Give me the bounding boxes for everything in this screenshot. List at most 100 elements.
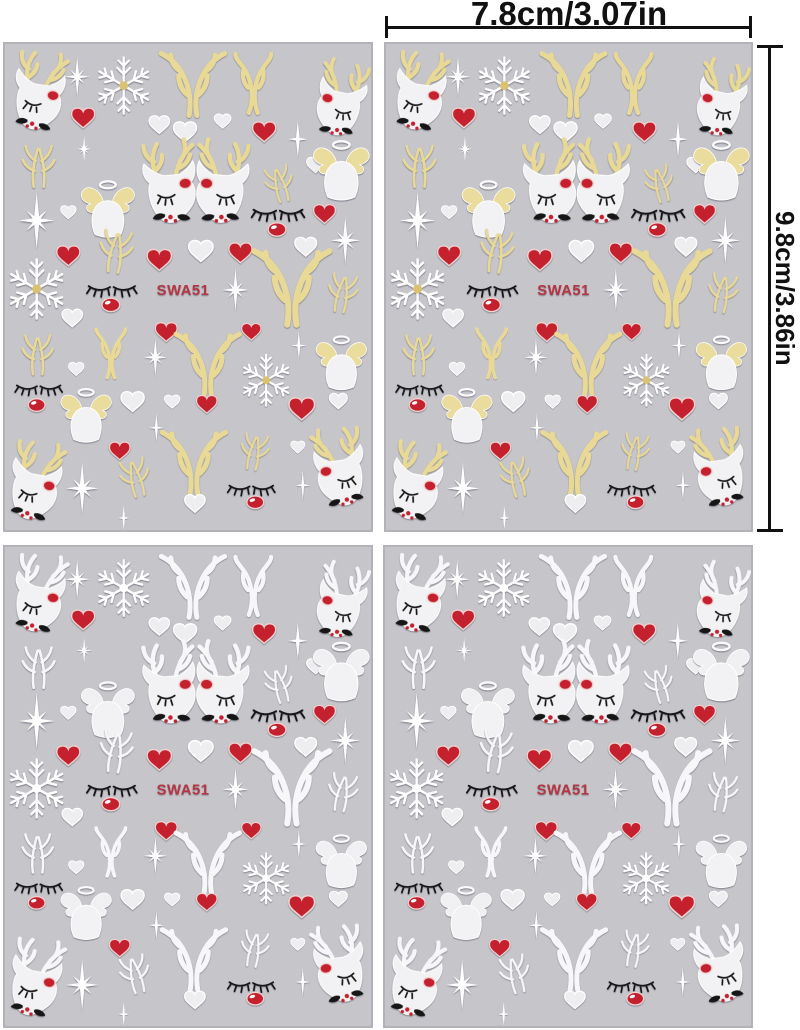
sparkle-sticker bbox=[75, 136, 93, 163]
white-heart-sticker bbox=[60, 705, 77, 721]
white-heart-sticker bbox=[68, 361, 85, 377]
antler-sticker bbox=[538, 553, 608, 620]
white-heart-sticker bbox=[184, 494, 206, 514]
sparkle-sticker bbox=[330, 717, 361, 765]
white-heart-sticker bbox=[213, 615, 232, 631]
reindeer-sticker bbox=[390, 936, 448, 1017]
antler-sticker bbox=[99, 228, 134, 274]
reindeer-sticker bbox=[15, 49, 70, 131]
red-heart-sticker bbox=[534, 821, 558, 842]
antler-sticker bbox=[620, 929, 650, 968]
red-heart-sticker bbox=[451, 107, 477, 129]
sparkle-sticker bbox=[65, 462, 99, 515]
angel-sticker bbox=[60, 886, 112, 941]
antler-sticker bbox=[173, 331, 243, 399]
red-heart-sticker bbox=[535, 322, 559, 343]
sparkle-sticker bbox=[18, 191, 55, 250]
white-heart-sticker bbox=[294, 236, 318, 258]
antler-sticker bbox=[328, 771, 359, 813]
sparkle-sticker bbox=[295, 470, 311, 500]
antler-sticker bbox=[263, 665, 293, 705]
bead-sticker bbox=[267, 722, 287, 738]
red-heart-sticker bbox=[608, 742, 633, 764]
sparkle-sticker bbox=[497, 505, 511, 530]
snowflake-sticker bbox=[9, 258, 64, 320]
reindeer-sticker bbox=[316, 559, 371, 638]
antler-sticker bbox=[401, 646, 436, 690]
white-heart-sticker bbox=[568, 239, 595, 263]
reindeer-sticker bbox=[10, 439, 68, 521]
bead-sticker bbox=[408, 398, 427, 413]
white-heart-sticker bbox=[440, 705, 457, 721]
white-heart-sticker bbox=[593, 615, 612, 631]
red-heart-sticker bbox=[631, 623, 657, 645]
antler-sticker bbox=[94, 327, 128, 380]
white-heart-sticker bbox=[708, 392, 728, 410]
white-heart-sticker bbox=[61, 807, 84, 827]
sparkle-sticker bbox=[291, 829, 307, 859]
sparkle-sticker bbox=[444, 559, 470, 600]
eyelashes-sticker bbox=[395, 384, 444, 397]
sparkle-sticker bbox=[675, 967, 691, 997]
sheet-code: SWA51 bbox=[157, 782, 210, 798]
bead-sticker bbox=[481, 297, 502, 313]
white-heart-sticker bbox=[567, 739, 594, 763]
sparkle-sticker bbox=[668, 120, 688, 158]
snowflake-sticker bbox=[98, 559, 150, 617]
reindeer-sticker bbox=[689, 923, 744, 1003]
sparkle-sticker bbox=[295, 967, 311, 997]
reindeer-sticker bbox=[141, 137, 196, 223]
white-heart-sticker bbox=[163, 394, 181, 410]
bead-sticker bbox=[626, 495, 645, 510]
reindeer-sticker bbox=[391, 439, 449, 521]
angel-sticker bbox=[315, 335, 367, 391]
width-dimension-line bbox=[385, 16, 752, 38]
eyelashes-sticker bbox=[394, 882, 444, 895]
antler-sticker bbox=[553, 830, 623, 897]
antler-sticker bbox=[539, 50, 608, 118]
sparkle-sticker bbox=[710, 717, 741, 765]
reindeer-sticker bbox=[141, 638, 196, 724]
white-heart-sticker bbox=[290, 440, 306, 454]
angel-sticker bbox=[313, 641, 370, 702]
white-heart-sticker bbox=[448, 361, 466, 377]
angel-sticker bbox=[693, 140, 750, 201]
sheet-code-label: SWA51 bbox=[157, 782, 210, 798]
red-heart-sticker bbox=[195, 394, 218, 415]
white-heart-sticker bbox=[529, 115, 551, 135]
antler-sticker bbox=[708, 771, 739, 813]
antler-sticker bbox=[401, 833, 434, 874]
antler-sticker bbox=[251, 748, 333, 827]
white-heart-sticker bbox=[328, 392, 348, 410]
reindeer-sticker bbox=[196, 638, 251, 724]
antler-sticker bbox=[475, 327, 509, 380]
antler-sticker bbox=[240, 432, 270, 472]
antler-sticker bbox=[158, 50, 228, 118]
red-heart-sticker bbox=[195, 892, 218, 912]
angel-sticker bbox=[80, 180, 135, 238]
snowflake-sticker bbox=[478, 559, 530, 617]
sparkle-sticker bbox=[117, 1001, 131, 1026]
sparkle-sticker bbox=[529, 413, 545, 443]
white-heart-sticker bbox=[290, 938, 306, 952]
white-heart-sticker bbox=[544, 394, 561, 410]
red-heart-sticker bbox=[576, 394, 599, 415]
antler-sticker bbox=[99, 728, 134, 774]
eyelashes-sticker bbox=[226, 484, 276, 497]
antler-sticker bbox=[643, 665, 673, 705]
antler-sticker bbox=[21, 833, 54, 874]
snowflake-sticker bbox=[243, 852, 290, 905]
red-heart-sticker bbox=[241, 322, 262, 341]
white-heart-sticker bbox=[148, 617, 171, 637]
white-heart-sticker bbox=[448, 860, 465, 875]
eyelashes-sticker bbox=[86, 784, 138, 798]
snowflake-sticker bbox=[9, 758, 64, 819]
sparkle-sticker bbox=[668, 622, 688, 660]
sparkle-sticker bbox=[222, 268, 249, 312]
white-heart-sticker bbox=[564, 494, 587, 514]
sticker-sheet-top-left: SWA51 bbox=[3, 42, 373, 532]
red-heart-sticker bbox=[436, 745, 461, 767]
sparkle-sticker bbox=[143, 837, 168, 875]
angel-sticker bbox=[695, 834, 747, 889]
sparkle-sticker bbox=[148, 413, 164, 443]
